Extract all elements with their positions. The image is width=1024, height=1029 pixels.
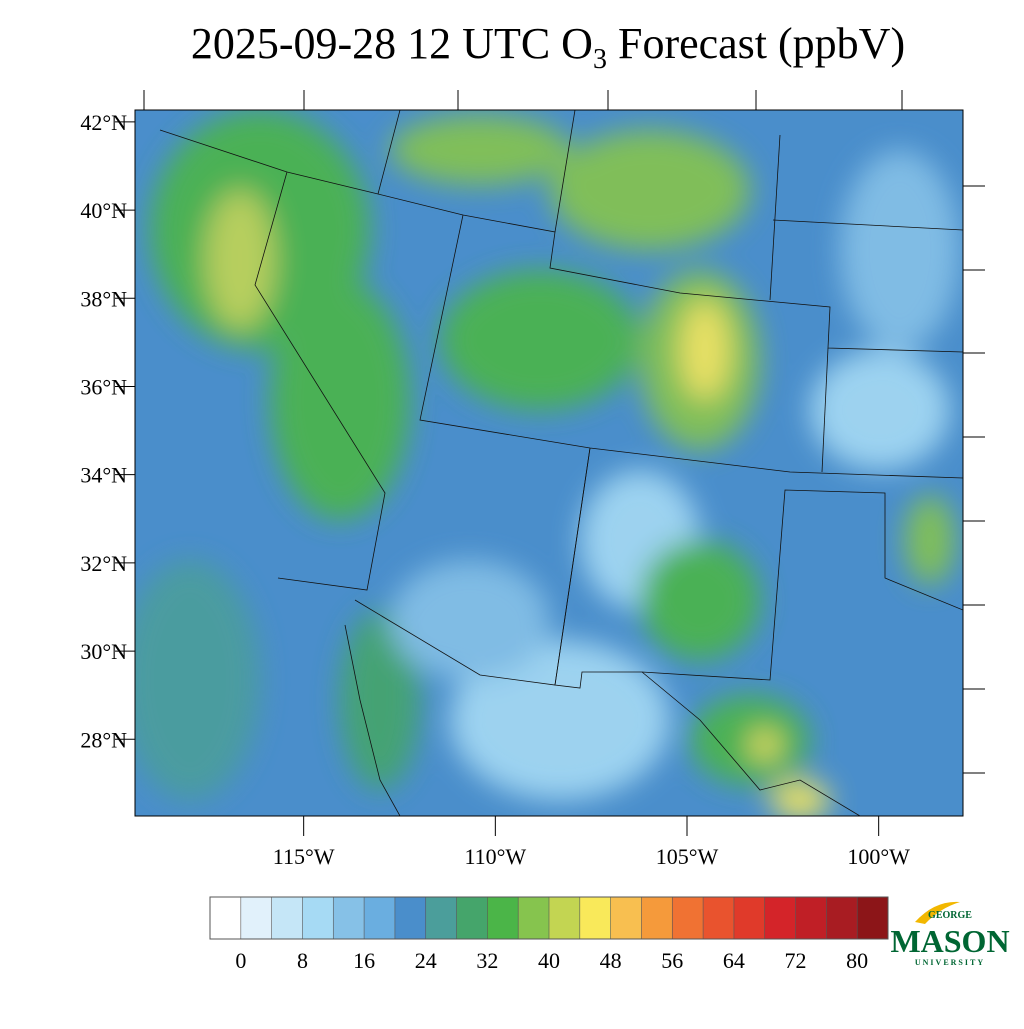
ozone-field (135, 110, 963, 816)
logo-main: MASON (890, 923, 1009, 959)
y-tick-label: 30°N (80, 639, 127, 664)
colorbar-swatch (456, 897, 488, 939)
colorbar-swatch (210, 897, 241, 939)
x-tick-label: 100°W (847, 844, 910, 869)
colorbar-label: 40 (538, 948, 560, 973)
colorbar-swatch (826, 897, 858, 939)
colorbar-swatch (549, 897, 580, 939)
colorbar-swatch (394, 897, 426, 939)
colorbar-swatch (364, 897, 395, 939)
colorbar-label: 8 (297, 948, 308, 973)
frame-ticks (143, 90, 985, 774)
x-tick-label: 115°W (273, 844, 335, 869)
colorbar-swatch (641, 897, 673, 939)
y-tick-label: 28°N (80, 727, 127, 752)
logo-bottom: UNIVERSITY (915, 958, 985, 967)
colorbar-label: 32 (476, 948, 498, 973)
y-tick-label: 36°N (80, 374, 127, 399)
colorbar-label: 0 (235, 948, 246, 973)
colorbar-label: 80 (846, 948, 868, 973)
map-frame (134, 109, 964, 817)
colorbar-swatch (579, 897, 611, 939)
colorbar-swatch (610, 897, 642, 939)
title-text-after: Forecast (ppbV) (607, 19, 905, 68)
colorbar-label: 72 (785, 948, 807, 973)
colorbar-swatch (302, 897, 334, 939)
colorbar-swatch (672, 897, 704, 939)
colorbar-swatch (703, 897, 734, 939)
colorbar-label: 64 (723, 948, 745, 973)
colorbar-frame (209, 896, 889, 940)
colorbar-swatch (425, 897, 457, 939)
colorbar-label: 24 (415, 948, 437, 973)
logo: GEORGE MASON UNIVERSITY (890, 901, 1010, 967)
y-tick-label: 40°N (80, 198, 127, 223)
colorbar-swatch (487, 897, 519, 939)
colorbar-swatch (240, 897, 272, 939)
x-tick-label: 110°W (464, 844, 526, 869)
colorbar-swatch (795, 897, 827, 939)
title: 2025-09-28 12 UTC O3 Forecast (ppbV) (191, 19, 905, 75)
y-tick-label: 38°N (80, 286, 127, 311)
colorbar-swatch (733, 897, 765, 939)
title-text: 2025-09-28 12 UTC O (191, 19, 593, 68)
x-tick-label: 105°W (656, 844, 719, 869)
colorbar-swatch (764, 897, 796, 939)
colorbar-label: 56 (661, 948, 683, 973)
logo-top: GEORGE (928, 910, 972, 921)
title-subscript: 3 (593, 44, 607, 75)
colorbar-swatch (271, 897, 303, 939)
colorbar-swatch (333, 897, 365, 939)
y-tick-label: 34°N (80, 463, 127, 488)
colorbar-swatch (518, 897, 549, 939)
y-tick-label: 32°N (80, 551, 127, 576)
colorbar-label: 16 (353, 948, 375, 973)
colorbar-swatch (857, 897, 888, 939)
colorbar-label: 48 (600, 948, 622, 973)
y-tick-label: 42°N (80, 110, 127, 135)
